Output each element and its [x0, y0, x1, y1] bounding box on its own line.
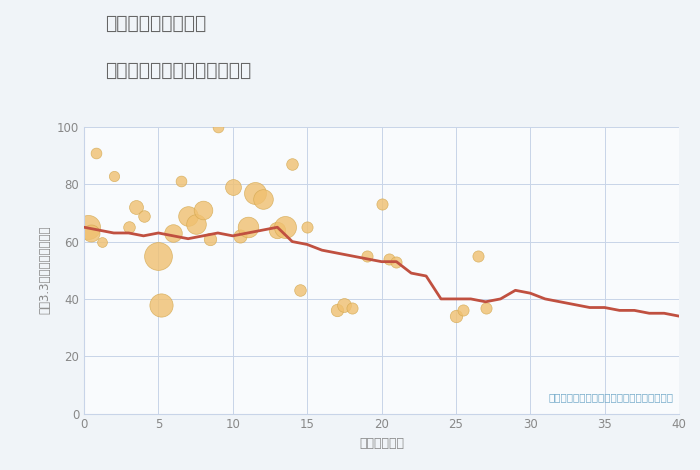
Point [183, 212, 194, 219]
Point [212, 123, 223, 131]
Point [480, 304, 491, 311]
Point [384, 255, 395, 263]
Point [302, 224, 313, 231]
Point [175, 178, 186, 185]
Point [473, 252, 484, 259]
Text: 三重県松阪市白粉町: 三重県松阪市白粉町 [105, 14, 206, 33]
Point [83, 224, 94, 231]
Point [123, 224, 134, 231]
Point [108, 172, 119, 180]
Point [205, 235, 216, 243]
Point [287, 160, 298, 168]
Point [450, 313, 461, 320]
Point [272, 227, 283, 234]
X-axis label: 築年数（年）: 築年数（年） [359, 437, 404, 450]
Text: 円の大きさは、取引のあった物件面積を示す: 円の大きさは、取引のあった物件面積を示す [548, 392, 673, 402]
Point [96, 238, 108, 245]
Point [331, 306, 342, 314]
Point [294, 287, 305, 294]
Point [257, 195, 268, 202]
Point [339, 301, 350, 308]
Point [130, 204, 141, 211]
Point [197, 206, 209, 214]
Point [242, 224, 253, 231]
Point [249, 189, 260, 196]
Point [234, 232, 246, 240]
Point [168, 229, 179, 237]
Point [346, 304, 357, 311]
Point [86, 229, 97, 237]
Point [153, 252, 164, 259]
Point [156, 301, 167, 308]
Point [138, 212, 149, 219]
Point [279, 224, 290, 231]
Point [227, 183, 238, 191]
Point [361, 252, 372, 259]
Point [90, 149, 101, 157]
Point [376, 201, 387, 208]
Point [458, 306, 469, 314]
Y-axis label: 平（3.3㎡）単価（万円）: 平（3.3㎡）単価（万円） [38, 226, 51, 314]
Point [190, 220, 201, 228]
Text: 築年数別中古マンション価格: 築年数別中古マンション価格 [105, 61, 251, 80]
Point [391, 258, 402, 266]
